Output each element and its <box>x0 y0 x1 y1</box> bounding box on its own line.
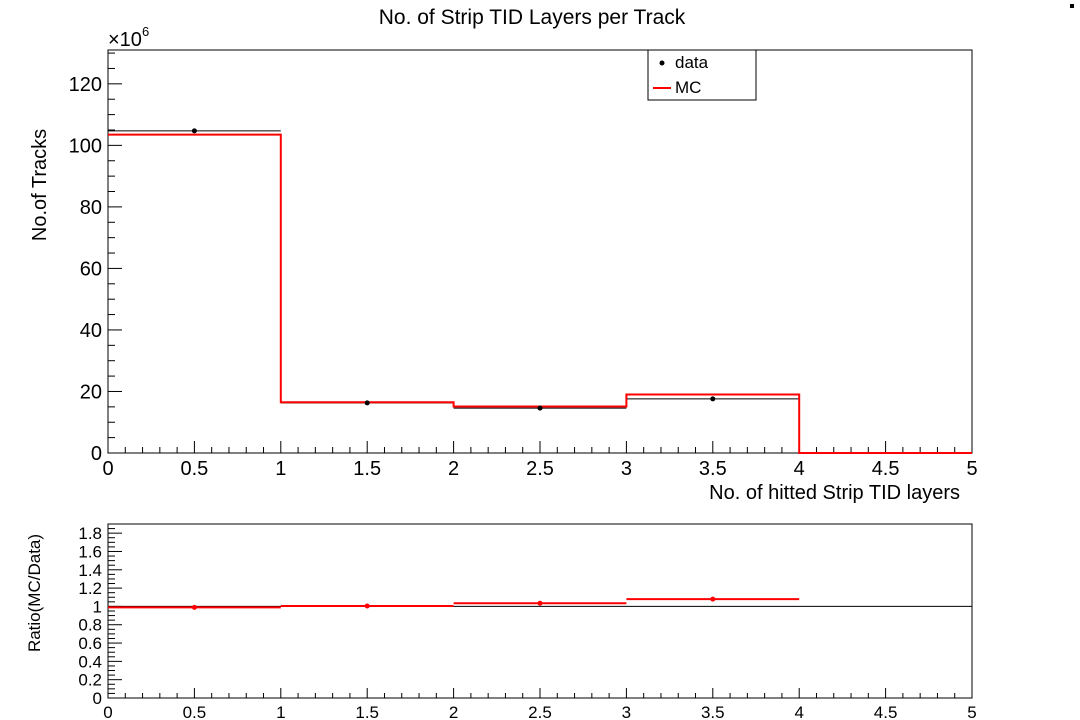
ratio-y-tick-label: 0.4 <box>78 652 102 671</box>
ratio-y-axis-label: Ratio(MC/Data) <box>25 534 44 652</box>
data-point <box>364 400 370 406</box>
x-tick-label: 1 <box>275 458 286 480</box>
x-tick-label: 0 <box>102 458 113 480</box>
y-tick-label: 40 <box>80 320 102 342</box>
x-tick-label: 5 <box>966 458 977 480</box>
ratio-y-tick-label: 0 <box>93 689 102 708</box>
ratio-x-tick-label: 3.5 <box>701 703 725 720</box>
x-tick-label: 1.5 <box>353 458 381 480</box>
x-tick-label: 3.5 <box>699 458 727 480</box>
ratio-tick-labels: 0 0.5 1 1.5 2 2.5 3 3.5 4 4.5 500.20.40.60.811.21.… <box>78 524 976 720</box>
data-point <box>537 405 543 411</box>
ratio-x-tick-label: 0 <box>103 703 112 720</box>
ratio-point <box>191 604 197 610</box>
ratio-x-tick-label: 3 <box>622 703 631 720</box>
ratio-point <box>537 600 543 606</box>
x-tick-label: 4 <box>794 458 805 480</box>
legend-entry-data: data <box>675 53 709 72</box>
ratio-y-tick-label: 0.2 <box>78 671 102 690</box>
y-axis-multiplier-exponent: 6 <box>142 24 149 39</box>
y-tick-label: 80 <box>80 197 102 219</box>
ratio-x-tick-label: 4.5 <box>874 703 898 720</box>
x-axis-label: No. of hitted Strip TID layers <box>709 482 960 504</box>
ratio-x-tick-label: 1.5 <box>355 703 379 720</box>
x-tick-label: 0.5 <box>180 458 208 480</box>
x-tick-label: 4.5 <box>872 458 900 480</box>
y-tick-label: 0 <box>91 443 102 465</box>
ratio-x-tick-label: 5 <box>967 703 976 720</box>
legend-entry-mc: MC <box>675 78 701 97</box>
ratio-x-tick-label: 2 <box>449 703 458 720</box>
ratio-x-tick-label: 0.5 <box>183 703 207 720</box>
ratio-y-tick-label: 1.6 <box>78 542 102 561</box>
y-axis-label: No.of Tracks <box>29 129 51 241</box>
ratio-plot-marks <box>108 596 972 610</box>
legend-box <box>647 49 757 101</box>
y-axis-multiplier: ×106 <box>108 24 149 51</box>
legend: data MC <box>647 49 757 101</box>
ratio-y-tick-label: 1 <box>93 597 102 616</box>
y-tick-label: 60 <box>80 258 102 280</box>
main-plot-marks <box>108 128 972 454</box>
ratio-y-tick-label: 0.6 <box>78 634 102 653</box>
main-axis-ticks <box>107 52 973 454</box>
ratio-x-tick-label: 1 <box>276 703 285 720</box>
y-tick-label: 20 <box>80 381 102 403</box>
ratio-x-tick-label: 4 <box>794 703 803 720</box>
ratio-y-tick-label: 1.4 <box>78 561 102 580</box>
y-tick-label: 120 <box>69 74 102 96</box>
ratio-y-tick-label: 1.8 <box>78 524 102 543</box>
ratio-point <box>710 596 716 602</box>
corner-marker <box>1070 4 1074 8</box>
data-point <box>191 128 197 134</box>
data-point <box>710 396 716 402</box>
ratio-x-tick-label: 2.5 <box>528 703 552 720</box>
y-tick-label: 100 <box>69 135 102 157</box>
legend-data-marker <box>659 60 665 66</box>
y-axis-multiplier-base: ×10 <box>108 29 142 51</box>
ratio-y-tick-label: 0.8 <box>78 616 102 635</box>
ratio-panel: 0 0.5 1 1.5 2 2.5 3 3.5 4 4.5 500.20.40.60.811.21.… <box>25 523 977 720</box>
ratio-point <box>364 603 370 609</box>
x-tick-label: 2.5 <box>526 458 554 480</box>
main-tick-labels: 0 0.5 1 1.5 2 2.5 3 3.5 4 4.5 5 0 20 40 60 80 100 120 <box>69 74 978 480</box>
ratio-axis-ticks <box>107 523 973 699</box>
ratio-y-tick-label: 1.2 <box>78 579 102 598</box>
chart-title: No. of Strip TID Layers per Track <box>379 6 686 29</box>
main-histogram-panel: No. of Strip TID Layers per Track 0 0.5 1 1… <box>29 6 978 504</box>
x-tick-label: 3 <box>621 458 632 480</box>
x-tick-label: 2 <box>448 458 459 480</box>
